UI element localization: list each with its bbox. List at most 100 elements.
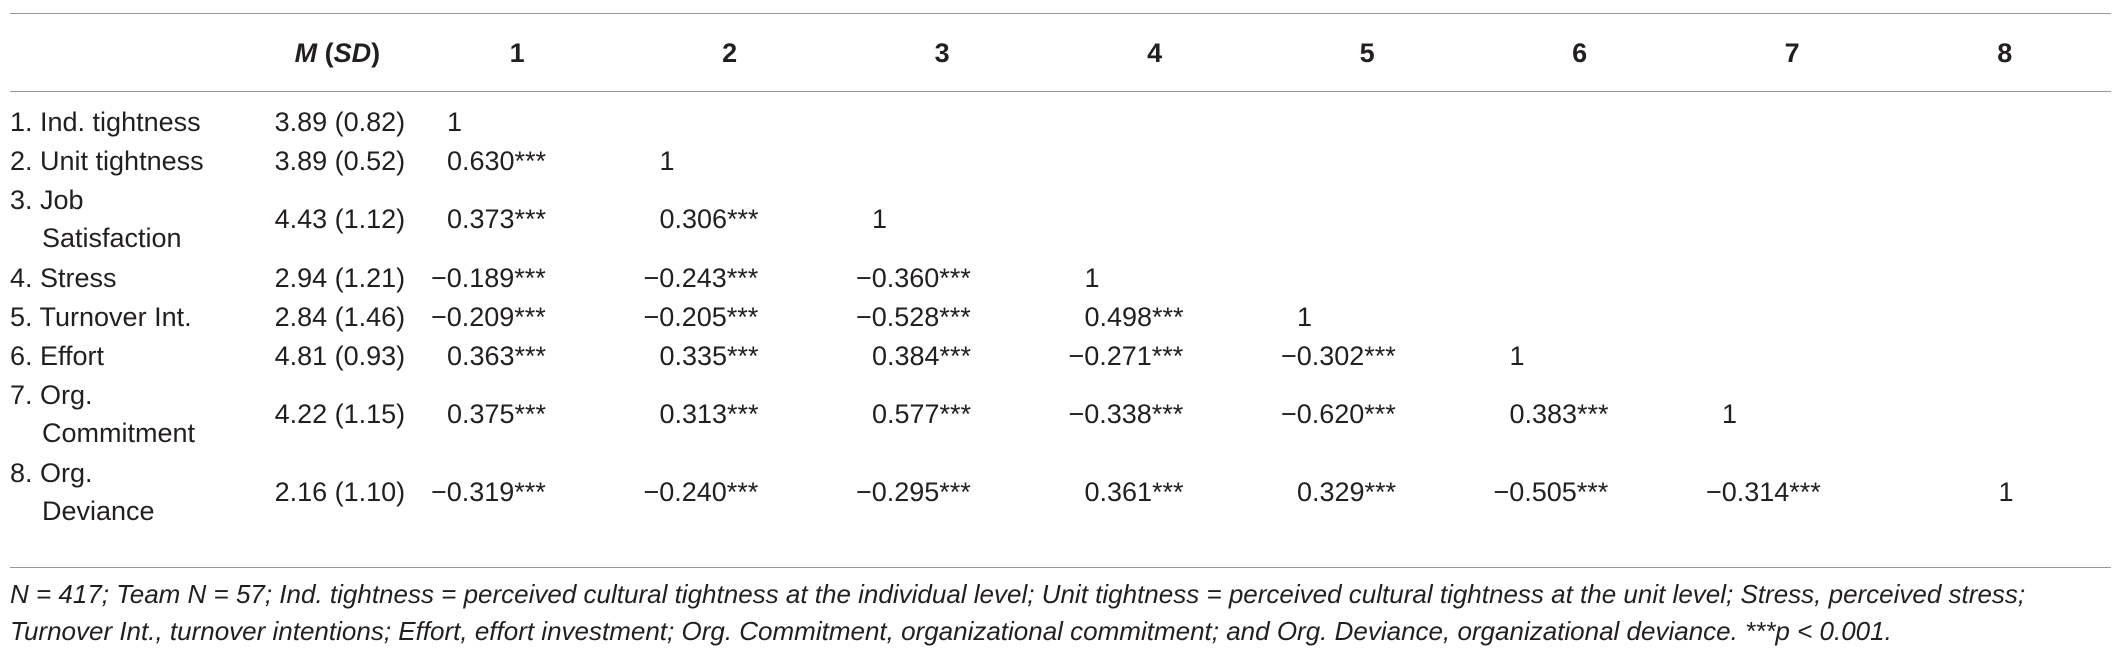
correlation-cell	[1898, 180, 2111, 258]
table-row: 7. Org. Commitment 4.22 (1.15) 0.375*** 0.31…	[10, 375, 2111, 453]
correlation-cell	[1686, 297, 1899, 336]
variable-label-line-1: 7. Org.	[10, 380, 93, 410]
variable-label: 7. Org. Commitment	[10, 375, 266, 453]
correlation-cell: −0.205***	[623, 297, 836, 336]
correlation-value: −0.528***	[855, 301, 971, 332]
variable-label: 6. Effort	[10, 336, 266, 375]
correlation-value: −0.338***	[1068, 399, 1184, 429]
correlation-cell: −0.338***	[1048, 375, 1261, 453]
table-row: 1. Ind. tightness 3.89 (0.82) 1	[10, 91, 2111, 141]
footnote-line-2: Turnover Int., turnover intentions; Effo…	[10, 616, 1892, 646]
column-header-2: 2	[722, 37, 738, 68]
mean-sd-cell: 2.94 (1.21)	[274, 262, 406, 293]
correlation-cell	[1473, 258, 1686, 297]
correlation-cell	[1686, 91, 1899, 141]
correlation-value: 0.630***	[446, 145, 547, 176]
correlation-value: 0.363***	[446, 340, 547, 371]
variable-label-line-2: Deviance	[42, 496, 155, 526]
correlation-cell	[1898, 336, 2111, 375]
correlation-value: −0.314***	[1705, 477, 1821, 507]
footnote-line-1: N = 417; Team N = 57; Ind. tightness = p…	[10, 579, 2026, 609]
correlation-cell	[1261, 91, 1474, 141]
correlation-cell: −0.360***	[836, 258, 1049, 297]
variable-label-line-2: Satisfaction	[42, 223, 182, 253]
correlation-cell: −0.620***	[1261, 375, 1474, 453]
correlation-cell: −0.209***	[411, 297, 624, 336]
correlation-value: 1	[1084, 262, 1100, 293]
correlation-value: 0.313***	[659, 399, 759, 429]
correlation-cell	[1898, 141, 2111, 180]
correlation-cell: 0.363***	[411, 336, 624, 375]
correlation-cell	[836, 91, 1049, 141]
correlation-cell: 0.335***	[623, 336, 836, 375]
correlation-cell: 1	[836, 180, 1049, 258]
correlation-cell	[1898, 375, 2111, 453]
correlation-cell: −0.189***	[411, 258, 624, 297]
correlation-cell: 1	[411, 91, 624, 141]
correlation-cell: 0.630***	[411, 141, 624, 180]
correlation-cell	[1898, 258, 2111, 297]
correlation-cell	[1686, 180, 1899, 258]
correlation-value: −0.620***	[1280, 399, 1396, 429]
correlation-value: 1	[1721, 399, 1737, 429]
correlation-value: −0.360***	[855, 262, 971, 293]
mean-sd-cell: 2.16 (1.10)	[274, 477, 406, 507]
correlation-value: 0.384***	[871, 340, 972, 371]
correlation-value: −0.302***	[1280, 340, 1396, 371]
correlation-cell: −0.319***	[411, 453, 624, 540]
correlation-value: −0.243***	[643, 262, 759, 293]
column-header-1: 1	[509, 37, 525, 68]
mean-sd-cell: 4.22 (1.15)	[274, 399, 406, 429]
column-header-6: 6	[1572, 37, 1588, 68]
correlation-cell: −0.271***	[1048, 336, 1261, 375]
variable-label: 2. Unit tightness	[10, 141, 266, 180]
mean-sd-cell: 2.84 (1.46)	[274, 301, 406, 332]
correlation-cell: 1	[623, 141, 836, 180]
correlation-cell	[1473, 297, 1686, 336]
variable-label-line-2: Commitment	[42, 418, 196, 448]
correlation-cell: 1	[1048, 258, 1261, 297]
correlation-value: −0.295***	[855, 477, 971, 507]
variable-label: 4. Stress	[10, 258, 266, 297]
correlation-cell	[1898, 297, 2111, 336]
variable-column-header	[10, 14, 266, 91]
correlation-value: 0.373***	[446, 204, 547, 234]
table-footnote: N = 417; Team N = 57; Ind. tightness = p…	[10, 576, 2111, 650]
variable-label: 8. Org. Deviance	[10, 453, 266, 540]
correlation-table: M (SD) 1 2 3 4 5 6 7 8 1. Ind. tightness…	[10, 14, 2111, 540]
correlation-cell	[1686, 336, 1899, 375]
correlation-value: 0.306***	[659, 204, 759, 234]
variable-label: 1. Ind. tightness	[10, 91, 266, 141]
correlation-value: −0.505***	[1493, 477, 1609, 507]
correlation-value: 0.361***	[1084, 477, 1184, 507]
variable-label: 5. Turnover Int.	[10, 297, 266, 336]
correlation-value: −0.209***	[430, 301, 546, 332]
variable-label-line-1: 8. Org.	[10, 458, 93, 488]
correlation-value: −0.189***	[430, 262, 546, 293]
correlation-cell	[1261, 141, 1474, 180]
correlation-cell	[1686, 141, 1899, 180]
correlation-cell	[623, 91, 836, 141]
mean-sd-cell: 3.89 (0.52)	[274, 145, 406, 176]
sd-label: SD	[333, 37, 372, 68]
correlation-value: −0.205***	[643, 301, 759, 332]
bottom-rule	[10, 567, 2111, 568]
table-row: 4. Stress 2.94 (1.21) −0.189*** −0.243*** −0…	[10, 258, 2111, 297]
correlation-value: 0.375***	[446, 399, 547, 429]
correlation-cell	[1048, 180, 1261, 258]
correlation-cell	[1261, 258, 1474, 297]
table-row: 6. Effort 4.81 (0.93) 0.363*** 0.335*** 0.38…	[10, 336, 2111, 375]
correlation-value: −0.240***	[643, 477, 759, 507]
correlation-cell: −0.243***	[623, 258, 836, 297]
correlation-cell	[836, 141, 1049, 180]
correlation-cell: 0.498***	[1048, 297, 1261, 336]
correlation-cell: 0.384***	[836, 336, 1049, 375]
table-row: 2. Unit tightness 3.89 (0.52) 0.630*** 1	[10, 141, 2111, 180]
correlation-cell: −0.240***	[623, 453, 836, 540]
correlation-cell: 0.306***	[623, 180, 836, 258]
correlation-value: 0.577***	[871, 399, 972, 429]
mean-sd-column-header: M (SD)	[294, 37, 381, 68]
correlation-value: 0.383***	[1509, 399, 1609, 429]
correlation-cell: 0.313***	[623, 375, 836, 453]
